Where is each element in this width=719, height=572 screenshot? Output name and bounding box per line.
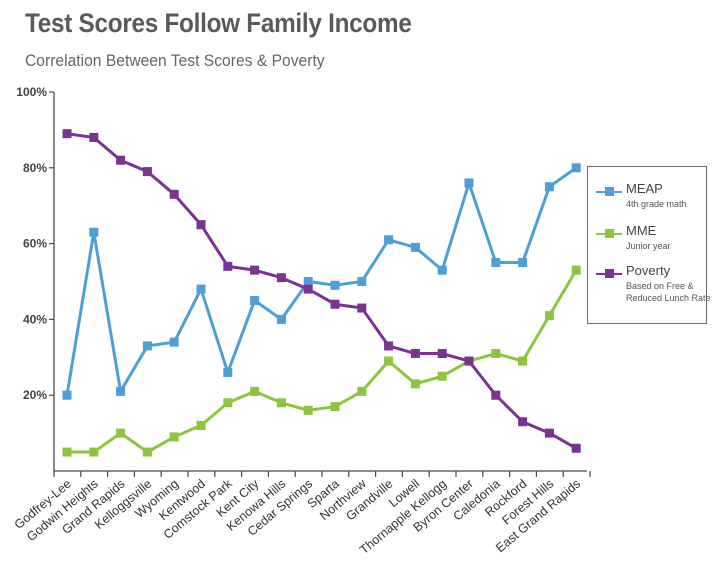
series-poverty bbox=[62, 129, 581, 453]
point-mme-16 bbox=[491, 349, 501, 359]
legend-marker-meap bbox=[605, 187, 614, 196]
point-poverty-7 bbox=[250, 265, 260, 275]
point-meap-11 bbox=[357, 277, 367, 286]
point-meap-13 bbox=[410, 242, 420, 252]
point-poverty-13 bbox=[410, 349, 420, 359]
point-mme-7 bbox=[250, 386, 260, 396]
series-mme bbox=[62, 265, 581, 457]
point-meap-10 bbox=[330, 280, 340, 290]
point-meap-16 bbox=[491, 258, 501, 268]
point-poverty-4 bbox=[169, 189, 179, 199]
legend-marker-poverty bbox=[605, 269, 614, 278]
point-poverty-2 bbox=[116, 155, 126, 165]
point-meap-12 bbox=[384, 235, 394, 245]
point-mme-9 bbox=[303, 405, 313, 415]
chart-axes: 20% 40% 60% 80% 100% bbox=[16, 85, 591, 477]
point-mme-17 bbox=[518, 356, 528, 366]
legend-note-poverty: Based on Free & Reduced Lunch Rate bbox=[626, 281, 711, 303]
legend-swatch-poverty bbox=[596, 269, 622, 279]
point-mme-13 bbox=[410, 379, 420, 389]
point-meap-7 bbox=[250, 295, 260, 305]
series-line-poverty bbox=[66, 132, 577, 450]
legend-label-mme: MME bbox=[626, 223, 657, 238]
point-meap-2 bbox=[116, 386, 126, 396]
point-meap-8 bbox=[276, 314, 286, 324]
point-mme-8 bbox=[276, 398, 286, 408]
y-tick-label-80: 80% bbox=[23, 161, 47, 175]
point-mme-14 bbox=[437, 371, 447, 381]
chart-title: Test Scores Follow Family Income bbox=[25, 8, 412, 38]
point-poverty-0 bbox=[62, 129, 72, 139]
chart-legend: MEAP 4th grade math MME Junior year Pove… bbox=[587, 166, 711, 324]
point-poverty-5 bbox=[196, 220, 206, 230]
chart-series-layer bbox=[62, 129, 581, 457]
legend-swatch-mme bbox=[596, 229, 622, 239]
series-line-meap bbox=[65, 166, 578, 396]
point-meap-3 bbox=[142, 341, 152, 351]
y-tick-label-60: 60% bbox=[23, 237, 47, 251]
point-poverty-17 bbox=[518, 417, 528, 427]
point-meap-1 bbox=[89, 227, 99, 237]
point-poverty-1 bbox=[89, 132, 99, 142]
point-mme-0 bbox=[62, 447, 72, 457]
legend-marker-mme bbox=[605, 229, 614, 238]
point-poverty-9 bbox=[303, 284, 313, 294]
point-poverty-8 bbox=[276, 273, 286, 283]
point-poverty-10 bbox=[330, 299, 340, 309]
point-meap-4 bbox=[169, 337, 179, 347]
point-poverty-19 bbox=[571, 443, 581, 453]
point-poverty-15 bbox=[464, 356, 474, 366]
point-poverty-12 bbox=[384, 341, 394, 351]
point-meap-9 bbox=[303, 277, 313, 286]
point-mme-10 bbox=[330, 402, 340, 412]
legend-swatch-meap bbox=[596, 187, 622, 197]
point-meap-18 bbox=[544, 182, 554, 192]
point-meap-19 bbox=[571, 163, 581, 173]
point-poverty-18 bbox=[544, 428, 554, 438]
point-mme-1 bbox=[89, 447, 99, 457]
chart-subtitle: Correlation Between Test Scores & Povert… bbox=[25, 51, 325, 70]
point-meap-17 bbox=[518, 258, 528, 268]
point-poverty-14 bbox=[437, 349, 447, 359]
y-tick-label-20: 20% bbox=[23, 388, 47, 402]
point-mme-3 bbox=[142, 447, 152, 457]
point-mme-2 bbox=[116, 428, 126, 438]
point-mme-4 bbox=[169, 432, 179, 442]
point-meap-5 bbox=[196, 284, 206, 294]
legend-label-poverty: Poverty bbox=[626, 263, 671, 278]
series-meap bbox=[62, 163, 581, 400]
point-meap-14 bbox=[437, 265, 447, 275]
point-poverty-3 bbox=[142, 167, 152, 177]
point-mme-6 bbox=[223, 398, 233, 408]
point-meap-15 bbox=[464, 178, 474, 188]
legend-label-meap: MEAP bbox=[626, 181, 663, 196]
point-meap-0 bbox=[62, 390, 72, 400]
point-mme-12 bbox=[384, 356, 394, 366]
legend-note-mme: Junior year bbox=[626, 241, 671, 251]
point-mme-11 bbox=[357, 386, 367, 396]
point-mme-19 bbox=[571, 265, 581, 275]
point-meap-6 bbox=[223, 367, 233, 377]
legend-note-meap: 4th grade math bbox=[626, 199, 687, 209]
y-tick-label-100: 100% bbox=[16, 85, 47, 99]
point-mme-5 bbox=[196, 421, 206, 431]
y-tick-label-40: 40% bbox=[23, 312, 47, 326]
point-poverty-16 bbox=[491, 390, 501, 400]
point-poverty-11 bbox=[357, 303, 367, 313]
point-mme-18 bbox=[544, 311, 554, 321]
point-poverty-6 bbox=[223, 261, 233, 271]
